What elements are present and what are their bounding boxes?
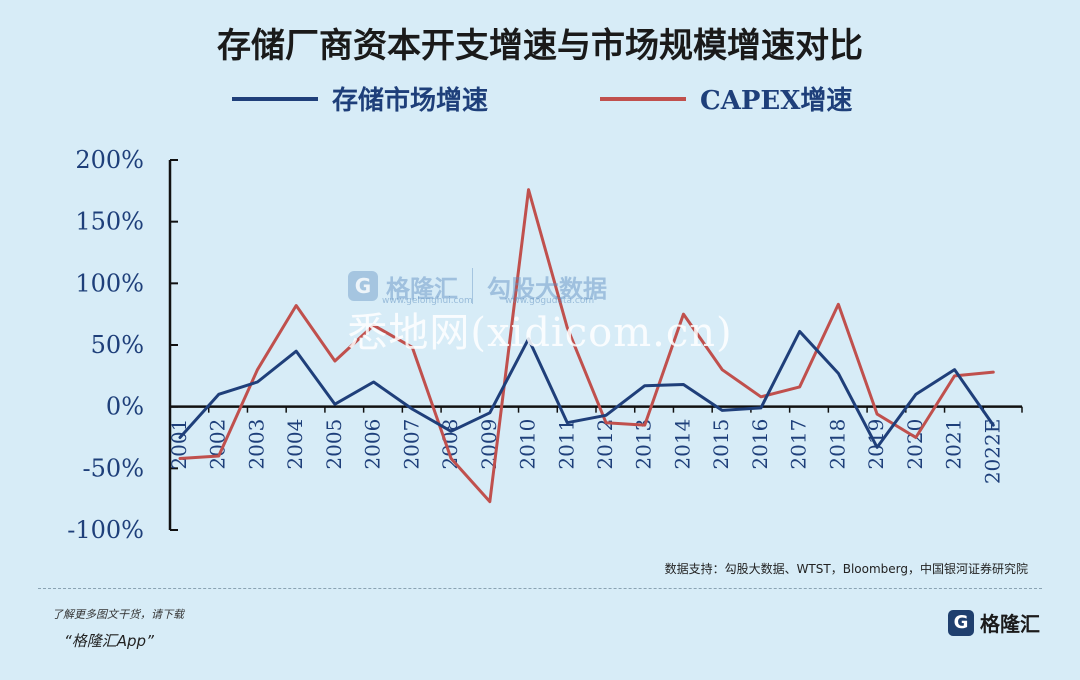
x-tick-label: 2016 [748, 419, 772, 470]
x-tick-label: 2021 [942, 419, 966, 470]
watermark-brand1-url: www.gelonghui.com [382, 296, 473, 306]
x-tick-label: 2004 [283, 419, 307, 470]
legend-swatch-market [232, 96, 318, 101]
watermark-separator [472, 268, 473, 304]
chart-title: 存储厂商资本开支增速与市场规模增速对比 [217, 26, 863, 66]
source-note: 数据支持：勾股大数据、WTST，Bloomberg，中国银河证券研究院 [664, 562, 1028, 576]
y-tick-label: 0% [106, 393, 144, 421]
x-tick-label: 2022E [980, 419, 1004, 485]
x-tick-label: 2013 [632, 419, 656, 470]
y-tick-label: 200% [75, 146, 144, 174]
x-tick-label: 2007 [399, 419, 423, 470]
x-tick-label: 2018 [825, 419, 849, 470]
y-tick-label: 150% [75, 208, 144, 236]
legend-label-capex: CAPEX增速 [700, 86, 853, 116]
watermark-brand2: 勾股大数据 [487, 274, 607, 303]
watermark-brand: G 格隆汇 勾股大数据 [348, 268, 607, 304]
x-tick-label: 2017 [787, 419, 811, 470]
x-tick-label: 2012 [593, 419, 617, 470]
y-tick-label: -50% [83, 454, 144, 482]
chart-legend: 存储市场增速 CAPEX增速 [0, 80, 1080, 120]
x-tick-label: 2006 [361, 419, 385, 470]
x-tick-label: 2010 [516, 419, 540, 470]
x-tick-label: 2002 [206, 419, 230, 470]
x-tick-label: 2005 [322, 419, 346, 470]
footer-note: 了解更多图文干货，请下载 [52, 608, 184, 621]
footer-logo-text: 格隆汇 [980, 612, 1040, 636]
y-tick-label: 100% [75, 269, 144, 297]
footer-logo: G 格隆汇 [948, 608, 1040, 637]
series-line-market [178, 329, 995, 449]
series-line-capex [178, 188, 995, 504]
x-tick-label: 2014 [670, 419, 694, 470]
x-tick-label: 2003 [244, 419, 268, 470]
watermark-brand2-url: www.gogudata.com [505, 296, 595, 306]
legend-item-capex: CAPEX增速 [600, 80, 852, 117]
legend-item-market: 存储市场增速 [232, 80, 488, 117]
x-tick-label: 2001 [167, 419, 191, 470]
footer-logo-icon: G [948, 609, 974, 636]
legend-label-market: 存储市场增速 [332, 86, 489, 116]
y-tick-label: 50% [91, 331, 144, 359]
footer-app: “格隆汇App” [64, 632, 154, 650]
x-tick-label: 2011 [554, 419, 578, 470]
legend-swatch-capex [600, 96, 686, 101]
x-tick-label: 2015 [709, 419, 733, 470]
watermark-brand1: 格隆汇 [386, 274, 458, 303]
watermark-logo-icon: G [348, 271, 378, 301]
footer-divider [38, 588, 1042, 589]
y-tick-label: -100% [67, 516, 144, 544]
